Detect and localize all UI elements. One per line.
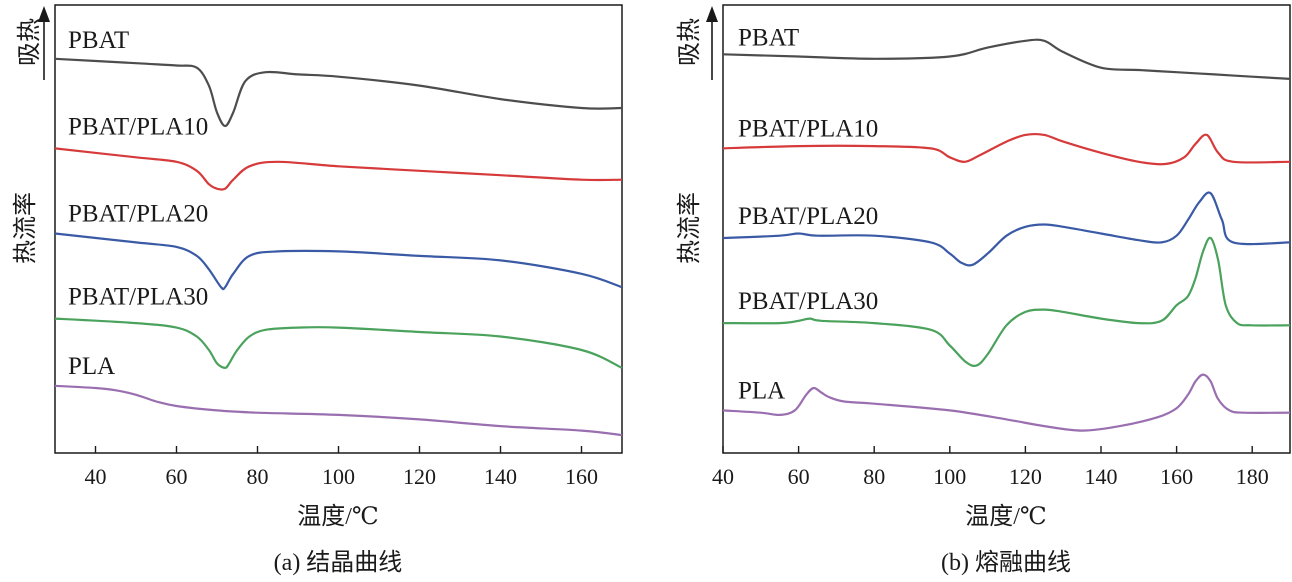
x-tick-label: 160 <box>565 464 598 489</box>
x-tick-label: 180 <box>1236 464 1269 489</box>
series-label: PBAT/PLA10 <box>68 113 208 140</box>
series-line-pbat-pla30 <box>54 317 623 369</box>
series-line-pbat-pla20 <box>722 191 1291 267</box>
series-line-pla <box>54 384 623 437</box>
x-tick-label: 120 <box>403 464 436 489</box>
series-label: PBAT/PLA30 <box>68 284 208 311</box>
plot-frame <box>722 4 1291 454</box>
series-line-pbat-pla20 <box>54 232 623 291</box>
x-tick-label: 80 <box>863 464 885 489</box>
x-tick-label: 140 <box>1085 464 1118 489</box>
caption: (a) 结晶曲线 <box>274 549 403 576</box>
arrowhead-icon <box>38 6 50 22</box>
series-label: PLA <box>68 353 115 380</box>
x-tick-label: 160 <box>1160 464 1193 489</box>
series-line-pla <box>722 373 1291 432</box>
series-line-pbat <box>722 38 1291 80</box>
x-tick-label: 60 <box>166 464 188 489</box>
series-label: PBAT <box>68 27 129 54</box>
x-axis-title: 温度/℃ <box>965 503 1047 530</box>
x-axis-ticks: 40 60 80 100 120 140 160 <box>85 446 598 489</box>
x-tick-label: 120 <box>1009 464 1042 489</box>
caption: (b) 熔融曲线 <box>941 549 1071 576</box>
x-axis-title: 温度/℃ <box>297 503 379 530</box>
panel-a-crystallization: 40 60 80 100 120 140 160 PBAT PBAT/PLA10 PBAT/PL… <box>12 4 623 576</box>
series-line-pbat-pla30 <box>722 236 1291 367</box>
series-line-pbat <box>54 57 623 128</box>
x-tick-label: 100 <box>322 464 355 489</box>
series-label: PBAT/PLA20 <box>68 200 208 227</box>
series-line-pbat-pla10 <box>54 147 623 191</box>
x-tick-label: 140 <box>484 464 517 489</box>
x-tick-label: 100 <box>933 464 966 489</box>
y-axis-title: 热流率 <box>12 192 39 264</box>
series-label: PBAT <box>738 24 799 51</box>
plot-frame <box>54 4 623 454</box>
arrow-label: 吸热 <box>676 18 703 66</box>
series-label: PBAT/PLA30 <box>738 288 878 315</box>
panel-b-melting: 40 60 80 100 120 140 160 180 PBATPBAT/PLA10PBAT… <box>676 4 1291 576</box>
series-label: PBAT/PLA20 <box>738 203 878 230</box>
series-group: PBAT PBAT/PLA10 PBAT/PLA20 PBAT/PLA30 PLA <box>54 27 623 437</box>
y-axis-title: 热流率 <box>676 192 703 264</box>
x-tick-label: 80 <box>247 464 269 489</box>
x-tick-label: 40 <box>85 464 107 489</box>
x-tick-label: 60 <box>788 464 810 489</box>
arrowhead-icon <box>706 6 718 22</box>
series-label: PBAT/PLA10 <box>738 115 878 142</box>
arrow-label: 吸热 <box>16 18 43 66</box>
series-label: PLA <box>738 377 785 404</box>
series-group: PBAT PBAT/PLA10 PBAT/PLA20 PBAT/PLA30 PLA <box>722 24 1291 432</box>
series-line-pbat-pla10 <box>722 132 1291 166</box>
x-axis-ticks: 40 60 80 100 120 140 160 180 <box>712 446 1269 489</box>
x-tick-label: 40 <box>712 464 734 489</box>
